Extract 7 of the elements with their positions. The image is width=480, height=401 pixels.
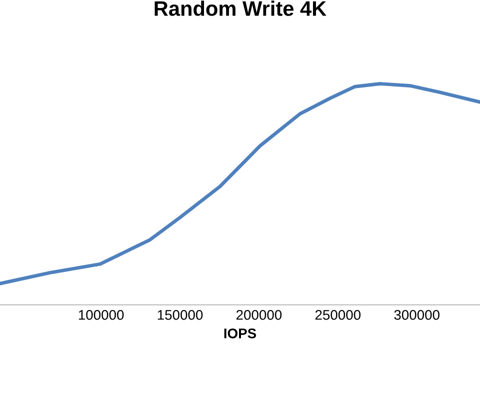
x-tick-label: 100000 — [78, 310, 124, 320]
x-tick-label: 250000 — [315, 310, 361, 320]
x-tick-label: 150000 — [158, 310, 203, 320]
x-axis-title: IOPS — [224, 328, 256, 338]
chart-title: Random Write 4K — [154, 0, 326, 16]
x-tick-label: 200000 — [236, 310, 282, 320]
x-tick-label: 300000 — [394, 310, 440, 320]
